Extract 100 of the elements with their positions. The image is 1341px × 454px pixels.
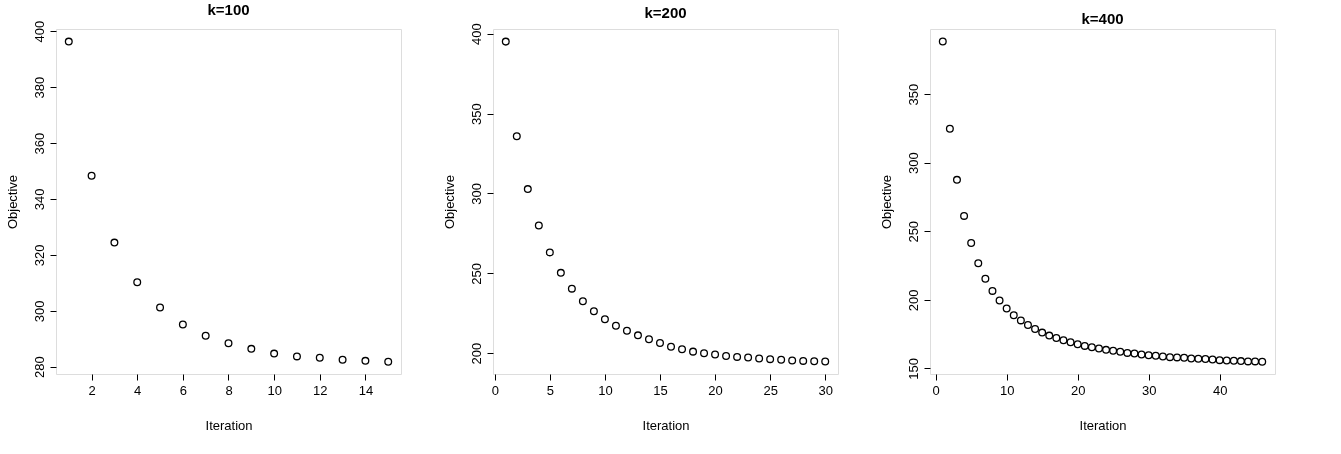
- point: [689, 347, 698, 356]
- point: [655, 339, 664, 347]
- point: [938, 37, 947, 46]
- y-tick-label: 280: [31, 356, 47, 379]
- point: [1102, 345, 1111, 354]
- point: [578, 297, 587, 306]
- point: [667, 342, 676, 351]
- point: [512, 132, 521, 141]
- point: [633, 331, 642, 340]
- point: [567, 284, 576, 293]
- y-tick-label: 250: [468, 262, 484, 285]
- chart-title: k=200: [644, 3, 687, 21]
- point: [744, 353, 753, 362]
- point: [224, 339, 233, 348]
- point: [178, 320, 187, 329]
- point: [1194, 354, 1203, 363]
- y-tick-label: 320: [31, 244, 47, 267]
- point: [1031, 325, 1040, 334]
- point: [711, 350, 720, 359]
- point: [110, 238, 119, 247]
- x-tick-label: 10: [598, 382, 613, 398]
- point: [1059, 336, 1068, 345]
- x-tick-label: 30: [818, 382, 833, 398]
- point: [1066, 338, 1075, 347]
- point: [678, 345, 687, 354]
- x-tick-label: 20: [1070, 382, 1086, 398]
- point: [589, 307, 598, 316]
- point: [611, 321, 620, 330]
- point: [1165, 353, 1174, 362]
- point: [600, 315, 609, 324]
- point: [733, 352, 742, 361]
- point: [1173, 353, 1182, 362]
- x-tick-label: 14: [358, 382, 374, 398]
- x-tick-label: 4: [134, 382, 142, 398]
- x-tick-label: 6: [179, 382, 187, 398]
- point: [945, 124, 954, 133]
- point: [777, 355, 786, 364]
- point: [1180, 353, 1189, 362]
- point: [799, 356, 808, 365]
- y-axis-title: Objective: [4, 174, 20, 230]
- point: [133, 278, 142, 287]
- point: [1009, 311, 1018, 320]
- point: [952, 175, 961, 184]
- y-tick-label: 300: [468, 183, 484, 205]
- point: [156, 303, 165, 312]
- y-tick-label: 400: [468, 23, 484, 45]
- point: [1130, 349, 1139, 358]
- point: [501, 37, 510, 46]
- point: [384, 357, 393, 366]
- point: [1087, 343, 1096, 352]
- point: [1123, 348, 1132, 357]
- point: [1229, 356, 1238, 365]
- y-tick-label: 150: [905, 358, 921, 380]
- point: [556, 268, 565, 277]
- point: [1137, 350, 1146, 359]
- point: [981, 274, 990, 283]
- point: [338, 355, 347, 364]
- point: [1016, 316, 1025, 325]
- x-tick-label: 2: [88, 382, 96, 398]
- x-axis-title: Iteration: [642, 417, 690, 433]
- point: [821, 357, 830, 366]
- point: [788, 356, 797, 365]
- point: [1023, 321, 1032, 330]
- point: [1002, 304, 1011, 313]
- y-tick-label: 300: [31, 300, 47, 323]
- chart-title: k=400: [1081, 10, 1124, 27]
- point: [622, 326, 631, 335]
- y-tick-label: 350: [905, 83, 921, 106]
- point: [960, 211, 969, 220]
- point: [810, 357, 819, 366]
- point: [292, 352, 301, 361]
- point: [545, 248, 554, 257]
- point: [1208, 355, 1217, 364]
- point: [1151, 351, 1160, 360]
- point: [1158, 352, 1167, 361]
- point: [64, 37, 73, 46]
- point: [1251, 357, 1260, 366]
- y-tick-label: 250: [905, 220, 921, 243]
- y-tick-label: 200: [905, 289, 921, 312]
- point: [1201, 355, 1210, 364]
- x-tick-label: 0: [932, 382, 940, 398]
- point: [1187, 354, 1196, 363]
- point: [1236, 357, 1245, 366]
- point: [988, 286, 997, 295]
- x-axis-title: Iteration: [205, 417, 253, 433]
- point: [1094, 344, 1103, 353]
- point: [722, 351, 731, 360]
- point: [270, 349, 279, 358]
- point: [1109, 346, 1118, 355]
- point: [1215, 356, 1224, 365]
- y-axis-title: Objective: [878, 174, 894, 230]
- point: [315, 353, 324, 362]
- x-tick-label: 10: [267, 382, 282, 398]
- x-tick-label: 10: [999, 382, 1015, 398]
- x-tick-label: 30: [1141, 382, 1157, 398]
- point: [87, 171, 96, 180]
- point: [1038, 328, 1047, 337]
- point: [534, 221, 543, 230]
- point: [967, 239, 976, 248]
- point: [755, 354, 764, 363]
